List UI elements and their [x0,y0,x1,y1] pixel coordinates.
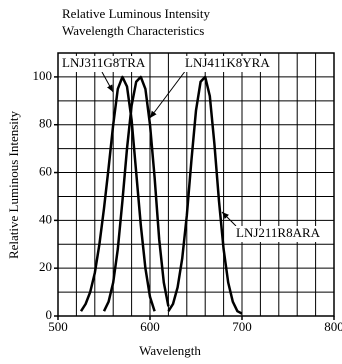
plot-frame [57,52,335,317]
y-tick-label: 100 [33,68,53,83]
series-line [102,75,170,312]
y-tick-label: 40 [39,211,52,226]
series-label: LNJ411K8YRA [185,55,270,70]
label-arrow [101,71,114,93]
y-tick-label: 20 [39,259,52,274]
label-background [234,226,323,242]
series-label: LNJ211R8ARA [236,225,321,240]
label-background [183,56,272,72]
x-axis-label: Wavelength [139,343,201,358]
x-tick-label: 500 [48,319,68,334]
label-background [60,56,148,72]
x-tick-label: 600 [140,319,160,334]
y-tick-label: 60 [39,164,52,179]
series-line [167,75,243,315]
y-tick-label: 80 [39,116,52,131]
x-tick-label: 700 [232,319,252,334]
series-line [79,75,156,312]
chart-subtitle: Wavelength Characteristics [62,23,204,38]
label-arrow [221,211,237,227]
chart-title: Relative Luminous Intensity [62,6,211,21]
series-label: LNJ311G8TRA [62,55,146,70]
y-axis-label: Relative Luminous Intensity [6,110,21,259]
y-tick-label: 0 [46,307,53,322]
x-tick-label: 800 [324,319,342,334]
label-arrow [149,69,187,119]
